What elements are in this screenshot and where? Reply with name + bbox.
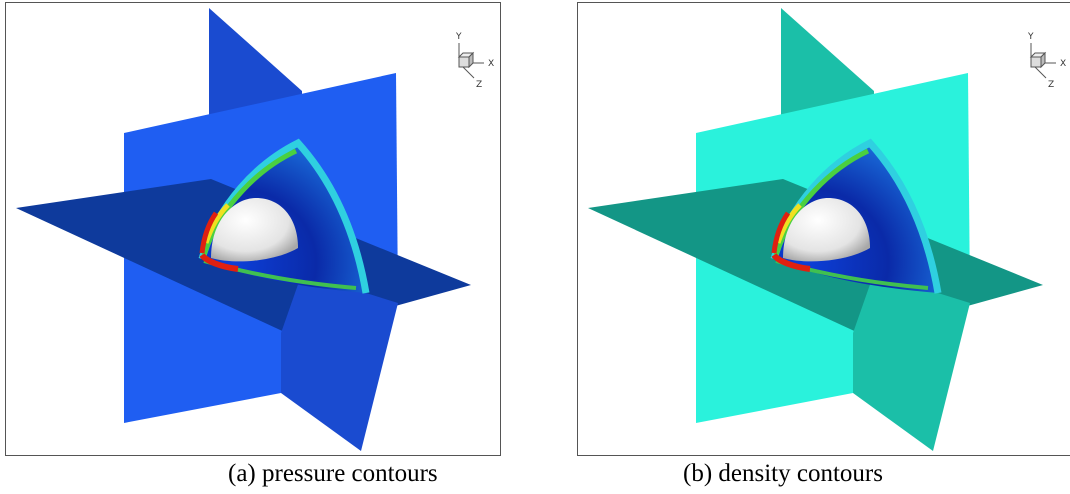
scene: [588, 8, 1056, 451]
caption: (b) density contours: [683, 460, 883, 488]
axis-y: Y: [1027, 32, 1034, 42]
page: Y X Z Y X Z (a) pressure contours (b) de…: [0, 0, 1070, 494]
axis-x: X: [488, 59, 494, 69]
caption: (a) pressure contours: [228, 460, 438, 488]
render: Y X Z: [578, 3, 1070, 455]
axis-x: X: [1060, 59, 1066, 69]
panel-b: Y X Z: [577, 2, 1070, 456]
panel-a: Y X Z: [5, 2, 501, 456]
axis-z: Z: [1048, 80, 1054, 90]
scene: [16, 8, 484, 451]
axis-y: Y: [455, 32, 462, 42]
render: Y X Z: [6, 3, 500, 455]
axis-z: Z: [476, 80, 482, 90]
